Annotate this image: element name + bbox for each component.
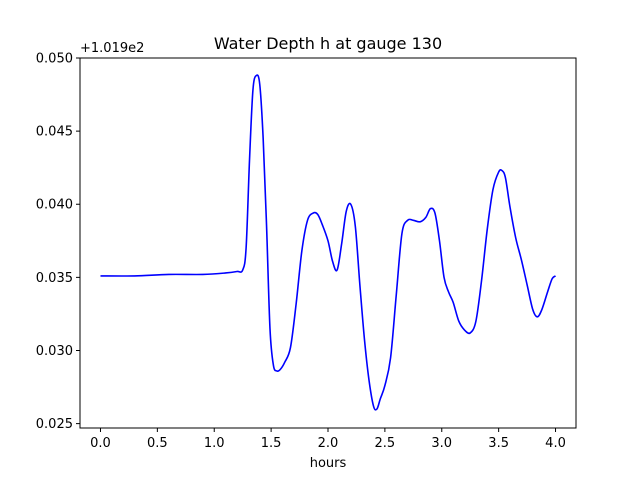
y-tick-label: 0.035 xyxy=(36,271,73,286)
x-tick-label: 3.0 xyxy=(431,436,452,451)
plot-frame xyxy=(79,57,577,429)
x-tick-label: 2.5 xyxy=(375,436,396,451)
x-tick-label: 0.0 xyxy=(90,436,111,451)
y-tick-label: 0.025 xyxy=(36,417,73,432)
y-offset-text: +1.019e2 xyxy=(80,41,144,56)
plot-area: 0.0 0.5 1.0 1.5 2.0 2.5 3.0 3.5 4.0 0.025 0.030 0.0… xyxy=(36,52,566,452)
x-tick-label: 1.0 xyxy=(204,436,225,451)
chart-title: Water Depth h at gauge 130 xyxy=(214,34,442,53)
y-tick-label: 0.040 xyxy=(36,198,73,213)
y-tick-label: 0.030 xyxy=(36,344,73,359)
series-line xyxy=(100,74,557,411)
x-tick-label: 1.5 xyxy=(261,436,282,451)
x-tick-label: 0.5 xyxy=(147,436,168,451)
x-tick-label: 2.0 xyxy=(318,436,339,451)
x-tick-label: 4.0 xyxy=(545,436,566,451)
y-tick-label: 0.045 xyxy=(36,125,73,140)
y-tick-label: 0.050 xyxy=(36,52,73,67)
x-axis-label: hours xyxy=(310,456,347,471)
x-tick-label: 3.5 xyxy=(488,436,509,451)
